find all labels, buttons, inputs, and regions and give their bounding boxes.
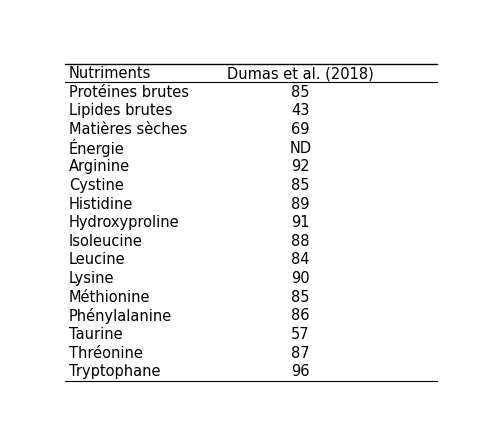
Text: Histidine: Histidine [69,197,133,211]
Text: ND: ND [290,140,312,156]
Text: Hydroxyproline: Hydroxyproline [69,215,179,230]
Text: Lysine: Lysine [69,271,114,286]
Text: Leucine: Leucine [69,252,125,268]
Text: Tryptophane: Tryptophane [69,364,160,379]
Text: Isoleucine: Isoleucine [69,234,143,249]
Text: 88: 88 [291,234,310,249]
Text: 90: 90 [291,271,310,286]
Text: 85: 85 [291,290,310,305]
Text: 91: 91 [291,215,310,230]
Text: 92: 92 [291,159,310,174]
Text: 87: 87 [291,346,310,361]
Text: 43: 43 [291,103,310,118]
Text: Phénylalanine: Phénylalanine [69,308,172,324]
Text: Dumas et al. (2018): Dumas et al. (2018) [227,66,374,81]
Text: 86: 86 [291,308,310,323]
Text: 57: 57 [291,327,310,342]
Text: 85: 85 [291,178,310,193]
Text: 84: 84 [291,252,310,268]
Text: 69: 69 [291,122,310,137]
Text: Lipides brutes: Lipides brutes [69,103,172,118]
Text: 85: 85 [291,85,310,99]
Text: Cystine: Cystine [69,178,123,193]
Text: Méthionine: Méthionine [69,290,150,305]
Text: Matières sèches: Matières sèches [69,122,187,137]
Text: Nutriments: Nutriments [69,66,151,81]
Text: 96: 96 [291,364,310,379]
Text: Protéines brutes: Protéines brutes [69,85,189,99]
Text: Énergie: Énergie [69,139,124,157]
Text: 89: 89 [291,197,310,211]
Text: Thréonine: Thréonine [69,346,143,361]
Text: Arginine: Arginine [69,159,130,174]
Text: Taurine: Taurine [69,327,122,342]
